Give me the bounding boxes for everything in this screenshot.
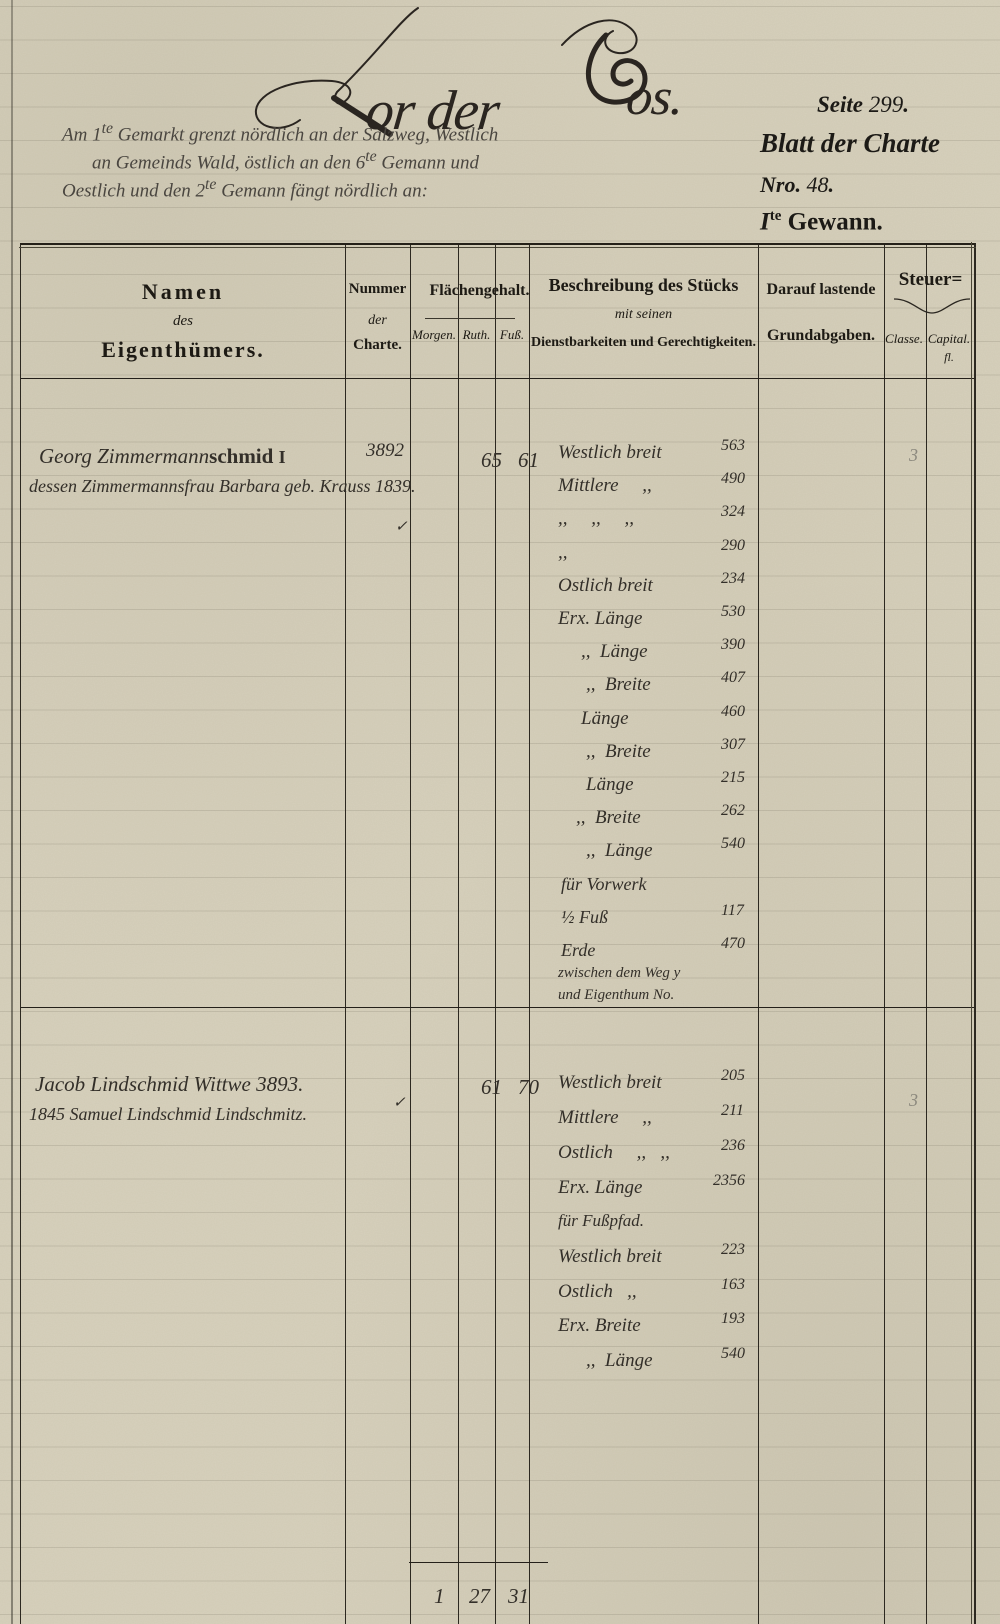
svg-text:os.: os.: [624, 69, 686, 126]
